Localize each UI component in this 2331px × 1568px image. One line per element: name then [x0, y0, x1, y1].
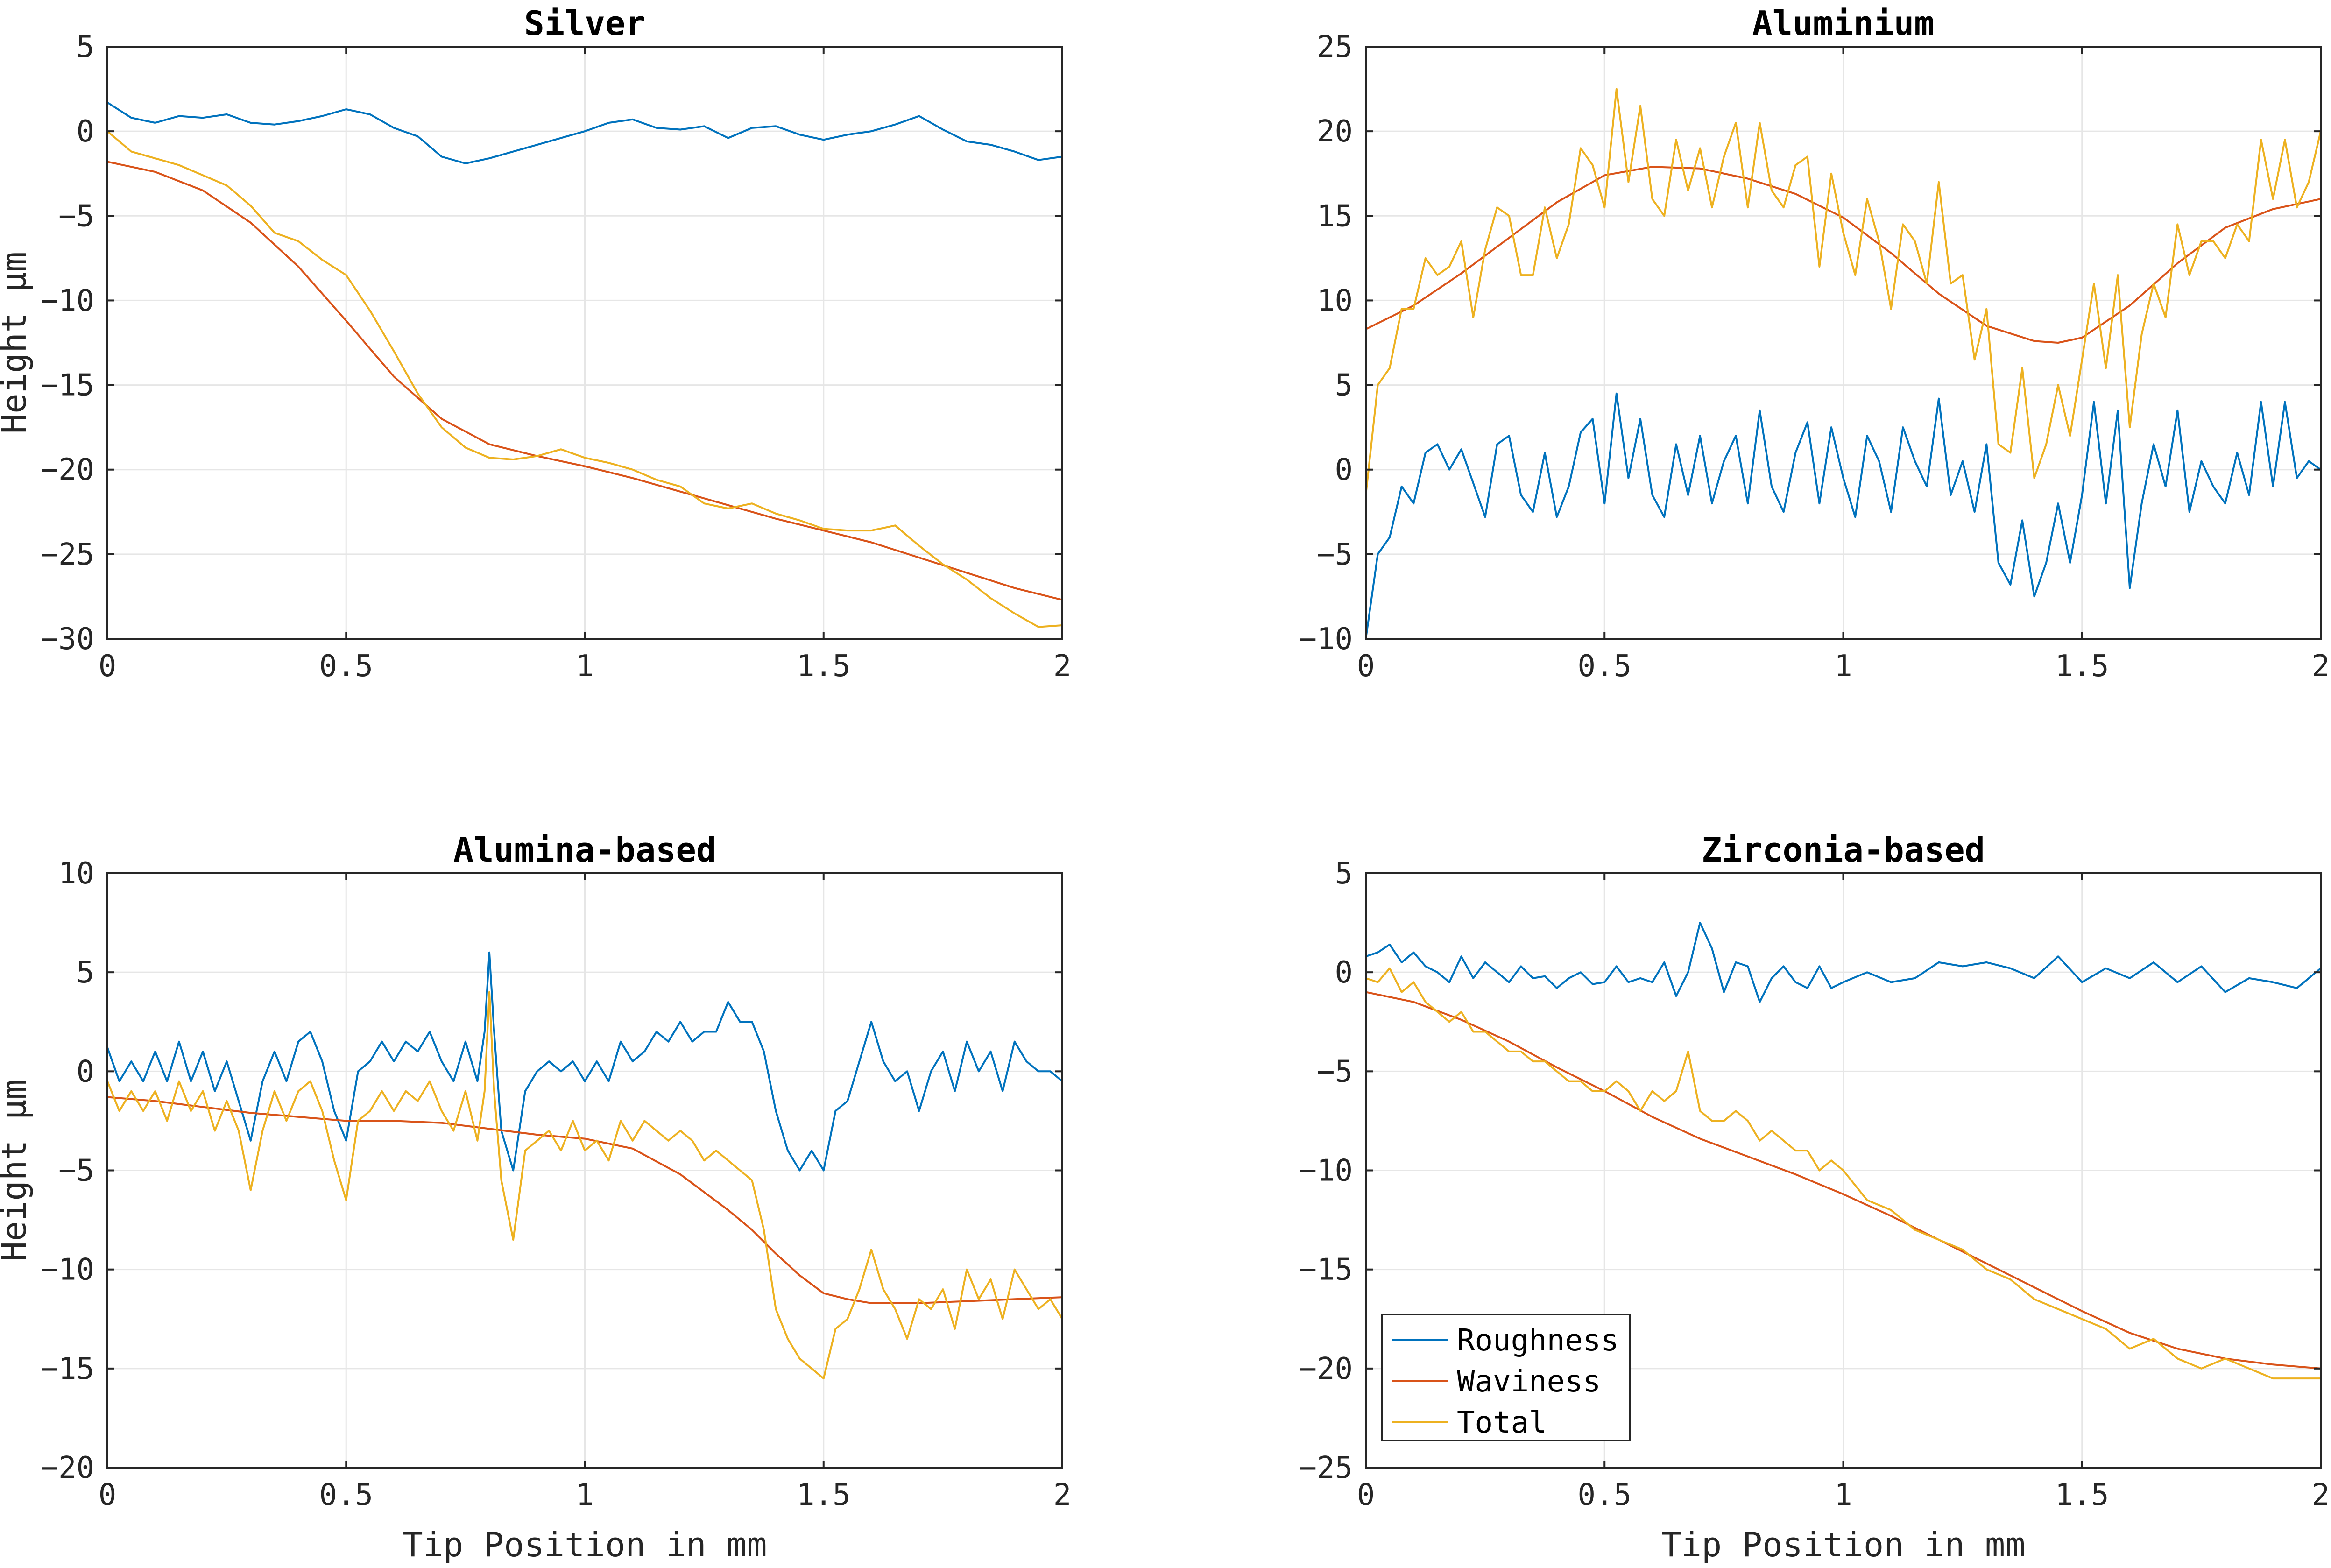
y-tick-label: −15 — [40, 1352, 94, 1386]
series-waviness-line — [1365, 991, 2322, 1370]
legend-label-total: Total — [1457, 1406, 1547, 1440]
x-tick-label: 1 — [576, 649, 594, 684]
x-tick-label: 0.5 — [319, 649, 373, 684]
y-tick-label: −25 — [1299, 1451, 1353, 1485]
panel-aluminium: 0 0.5 1 1.5 2 −10 −5 0 5 10 15 20 25 Aluminium — [1299, 4, 2330, 684]
x-tick-label: 1 — [1834, 649, 1852, 684]
series-total-line — [1365, 88, 2322, 496]
x-tick-label: 1.5 — [2055, 649, 2109, 684]
x-tick-label: 2 — [1053, 649, 1072, 684]
y-tick-label: −10 — [1299, 622, 1353, 657]
x-tick-label: 0 — [99, 649, 117, 684]
y-tick-label: −15 — [1299, 1253, 1353, 1287]
y-tick-label: 25 — [1317, 30, 1353, 64]
legend-label-waviness: Waviness — [1457, 1364, 1601, 1399]
y-tick-label: 20 — [1317, 114, 1353, 149]
chart-title: Alumina-based — [453, 830, 717, 869]
y-tick-label: 10 — [58, 856, 94, 891]
y-tick-label: 0 — [1335, 955, 1353, 990]
y-tick-label: −25 — [40, 537, 94, 572]
x-tick-label: 0 — [99, 1478, 117, 1512]
y-tick-label: 5 — [1335, 856, 1353, 891]
y-tick-label: −5 — [58, 199, 94, 233]
y-tick-label: −30 — [40, 622, 94, 657]
series-waviness-line — [106, 161, 1063, 601]
y-tick-label: −20 — [40, 1451, 94, 1485]
series-roughness-line — [106, 101, 1063, 164]
y-tick-label: 10 — [1317, 283, 1353, 318]
y-tick-label: 5 — [76, 30, 94, 64]
y-tick-label: −20 — [1299, 1352, 1353, 1386]
series-waviness-line — [106, 1096, 1063, 1304]
legend: Roughness Waviness Total — [1381, 1314, 1631, 1441]
x-tick-label: 2 — [2312, 1478, 2330, 1512]
panel-zirconia-based: 0 0.5 1 1.5 2 −25 −20 −15 −10 −5 0 5 Zirconia-based T… — [1299, 830, 2330, 1564]
y-tick-label: −5 — [58, 1154, 94, 1188]
x-tick-label: 0.5 — [319, 1478, 373, 1512]
y-tick-label: −5 — [1317, 1054, 1353, 1089]
y-tick-label: 0 — [76, 1054, 94, 1089]
x-tick-label: 1.5 — [797, 649, 851, 684]
chart-title: Zirconia-based — [1702, 830, 1985, 869]
x-tick-label: 1.5 — [2055, 1478, 2109, 1512]
panel-silver: 0 0.5 1 1.5 2 −30 −25 −20 −15 −10 −5 0 5 Silver Height… — [0, 4, 1071, 684]
y-tick-label: −20 — [40, 453, 94, 487]
y-tick-label: −10 — [40, 283, 94, 318]
legend-box — [1381, 1314, 1631, 1441]
y-tick-label: 5 — [76, 955, 94, 990]
y-axis-label: Height μm — [0, 252, 34, 434]
x-tick-label: 2 — [2312, 649, 2330, 684]
y-tick-label: 0 — [1335, 453, 1353, 487]
y-tick-label: −10 — [40, 1253, 94, 1287]
y-tick-label: −5 — [1317, 537, 1353, 572]
series-roughness-line — [1365, 922, 2322, 1003]
series-roughness-line — [106, 951, 1063, 1172]
y-tick-label: −15 — [40, 368, 94, 403]
y-tick-label: −10 — [1299, 1154, 1353, 1188]
series-total-line — [106, 130, 1063, 628]
y-tick-label: 5 — [1335, 368, 1353, 403]
y-axis-label: Height μm — [0, 1079, 34, 1261]
legend-label-roughness: Roughness — [1457, 1323, 1619, 1358]
y-tick-label: 0 — [76, 114, 94, 149]
x-axis-label: Tip Position in mm — [1661, 1525, 2025, 1564]
series-roughness-line — [1365, 392, 2322, 640]
series-total-line — [1365, 967, 2322, 1380]
x-tick-label: 2 — [1053, 1478, 1072, 1512]
x-axis-label: Tip Position in mm — [403, 1525, 767, 1564]
x-tick-label: 0.5 — [1577, 1478, 1632, 1512]
x-tick-label: 0.5 — [1577, 649, 1632, 684]
x-tick-label: 0 — [1357, 649, 1375, 684]
y-tick-label: 15 — [1317, 199, 1353, 233]
x-tick-label: 0 — [1357, 1478, 1375, 1512]
series-total-line — [106, 991, 1063, 1380]
chart-title: Silver — [524, 4, 645, 43]
panel-alumina-based: 0 0.5 1 1.5 2 −20 −15 −10 −5 0 5 10 Alumina-based Tip… — [0, 830, 1071, 1564]
x-tick-label: 1.5 — [797, 1478, 851, 1512]
x-tick-label: 1 — [1834, 1478, 1852, 1512]
chart-title: Aluminium — [1752, 4, 1934, 43]
x-tick-label: 1 — [576, 1478, 594, 1512]
